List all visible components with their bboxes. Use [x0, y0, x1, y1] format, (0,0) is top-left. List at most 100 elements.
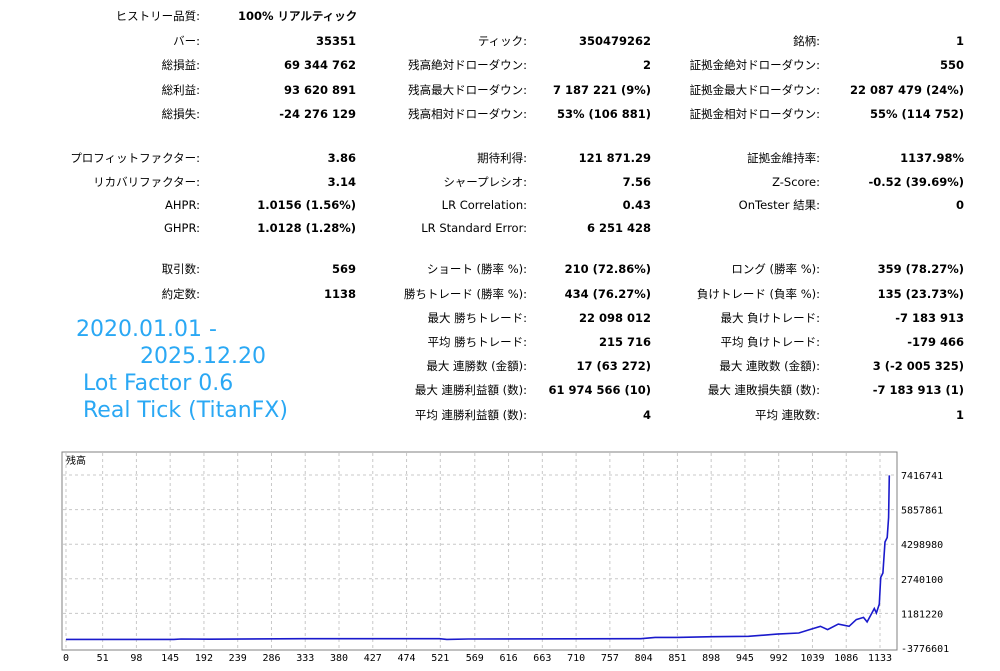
- x-tick-label: 992: [770, 653, 788, 664]
- stat-value: 135 (23.73%): [877, 287, 964, 301]
- x-tick-label: 710: [567, 653, 585, 664]
- x-tick-label: 1086: [834, 653, 858, 664]
- x-tick-label: 851: [668, 653, 686, 664]
- stat-label: ショート (勝率 %):: [426, 262, 527, 276]
- overlay-lot-factor: Lot Factor 0.6: [83, 371, 234, 396]
- x-tick-label: 192: [195, 653, 213, 664]
- stat-value: 1138: [323, 287, 356, 301]
- y-tick-label: 4298980: [901, 540, 943, 551]
- stat-label: 証拠金相対ドローダウン:: [689, 107, 820, 121]
- stat-label: 約定数:: [161, 287, 200, 301]
- chart-title: 残高: [66, 454, 86, 467]
- stat-label: 残高相対ドローダウン:: [408, 107, 527, 121]
- stat-value: 0: [955, 198, 964, 212]
- stat-value: 359 (78.27%): [877, 262, 964, 276]
- x-tick-label: 616: [500, 653, 518, 664]
- y-tick-label: -3776601: [901, 644, 949, 655]
- stat-label: シャープレシオ:: [443, 175, 527, 189]
- x-tick-label: 239: [229, 653, 247, 664]
- y-tick-label: 2740100: [901, 575, 943, 586]
- x-tick-label: 945: [736, 653, 754, 664]
- stat-value: 550: [939, 58, 964, 72]
- stat-label: ヒストリー品質:: [115, 9, 200, 23]
- x-tick-label: 1133: [868, 653, 892, 664]
- stat-value: 1.0156 (1.56%): [257, 198, 356, 212]
- stat-label: 残高絶対ドローダウン:: [408, 58, 527, 72]
- stat-label: GHPR:: [163, 221, 200, 235]
- stat-value: 1: [955, 34, 964, 48]
- stat-label: 最大 連敗損失額 (数):: [707, 383, 820, 397]
- stat-value: 6 251 428: [586, 221, 651, 235]
- y-tick-label: 7416741: [901, 471, 943, 482]
- stat-value: -179 466: [907, 335, 964, 349]
- stat-label: 総損益:: [161, 58, 200, 72]
- x-tick-label: 98: [130, 653, 142, 664]
- stat-label: LR Standard Error:: [421, 221, 527, 235]
- stat-value: 4: [642, 408, 651, 422]
- stat-label: 銘柄:: [793, 34, 820, 48]
- x-tick-label: 898: [702, 653, 720, 664]
- stat-label: 最大 連勝利益額 (数):: [414, 383, 527, 397]
- stat-value: 53% (106 881): [556, 107, 651, 121]
- stat-value: -7 183 913: [895, 311, 964, 325]
- stat-value: 7 187 221 (9%): [552, 83, 651, 97]
- stat-value: 1.0128 (1.28%): [257, 221, 356, 235]
- stat-label: 証拠金最大ドローダウン:: [689, 83, 820, 97]
- stat-value: 0.43: [622, 198, 651, 212]
- stat-label: 取引数:: [161, 262, 200, 276]
- stat-value: 93 620 891: [283, 83, 356, 97]
- stat-label: LR Correlation:: [441, 198, 527, 212]
- stat-label: バー:: [173, 34, 200, 48]
- stat-label: 最大 連敗数 (金額):: [719, 359, 820, 373]
- stat-label: ロング (勝率 %):: [731, 262, 820, 276]
- stat-label: 残高最大ドローダウン:: [408, 83, 527, 97]
- stat-value: 22 098 012: [578, 311, 651, 325]
- stat-label: 証拠金維持率:: [747, 151, 820, 165]
- x-tick-label: 380: [330, 653, 348, 664]
- y-tick-label: 1181220: [901, 609, 943, 620]
- stat-value: 100% リアルティック: [238, 9, 358, 23]
- stat-label: OnTester 結果:: [738, 198, 820, 212]
- stat-label: プロフィットファクター:: [70, 151, 200, 165]
- stat-value: 569: [331, 262, 356, 276]
- stat-label: 総損失:: [161, 107, 200, 121]
- stat-label: 平均 連勝利益額 (数):: [414, 408, 527, 422]
- stat-label: AHPR:: [165, 198, 200, 212]
- overlay-real-tick: Real Tick (TitanFX): [83, 398, 288, 423]
- overlay-date-end: 2025.12.20: [140, 344, 266, 369]
- stat-value: 22 087 479 (24%): [849, 83, 964, 97]
- stat-value: -7 183 913 (1): [872, 383, 964, 397]
- stat-value: 121 871.29: [578, 151, 651, 165]
- x-tick-label: 804: [635, 653, 653, 664]
- x-tick-label: 0: [63, 653, 69, 664]
- stat-value: 1: [955, 408, 964, 422]
- stat-label: 平均 負けトレード:: [720, 335, 820, 349]
- stat-value: 210 (72.86%): [564, 262, 651, 276]
- stat-value: 1137.98%: [900, 151, 964, 165]
- x-tick-label: 1039: [800, 653, 824, 664]
- x-tick-label: 474: [398, 653, 416, 664]
- x-tick-label: 145: [161, 653, 179, 664]
- stat-value: 7.56: [622, 175, 651, 189]
- y-tick-label: 5857861: [901, 506, 943, 517]
- stat-value: 2: [642, 58, 651, 72]
- stat-value: -0.52 (39.69%): [868, 175, 964, 189]
- x-tick-label: 569: [466, 653, 484, 664]
- x-tick-label: 333: [296, 653, 314, 664]
- stat-label: 平均 勝ちトレード:: [427, 335, 527, 349]
- stat-value: 61 974 566 (10): [548, 383, 651, 397]
- stat-label: ティック:: [477, 34, 527, 48]
- stat-label: 最大 負けトレード:: [720, 311, 820, 325]
- stat-label: 最大 勝ちトレード:: [427, 311, 527, 325]
- stat-label: 平均 連敗数:: [754, 408, 820, 422]
- stat-value: 35351: [315, 34, 356, 48]
- stat-label: 最大 連勝数 (金額):: [426, 359, 527, 373]
- stat-label: Z-Score:: [772, 175, 820, 189]
- stat-label: 負けトレード (負率 %):: [696, 287, 820, 301]
- x-tick-label: 663: [533, 653, 551, 664]
- x-tick-label: 757: [601, 653, 619, 664]
- stat-value: 215 716: [598, 335, 651, 349]
- stat-label: 総利益:: [161, 83, 200, 97]
- chart-frame: [61, 451, 898, 651]
- overlay-date-start: 2020.01.01 -: [76, 317, 217, 342]
